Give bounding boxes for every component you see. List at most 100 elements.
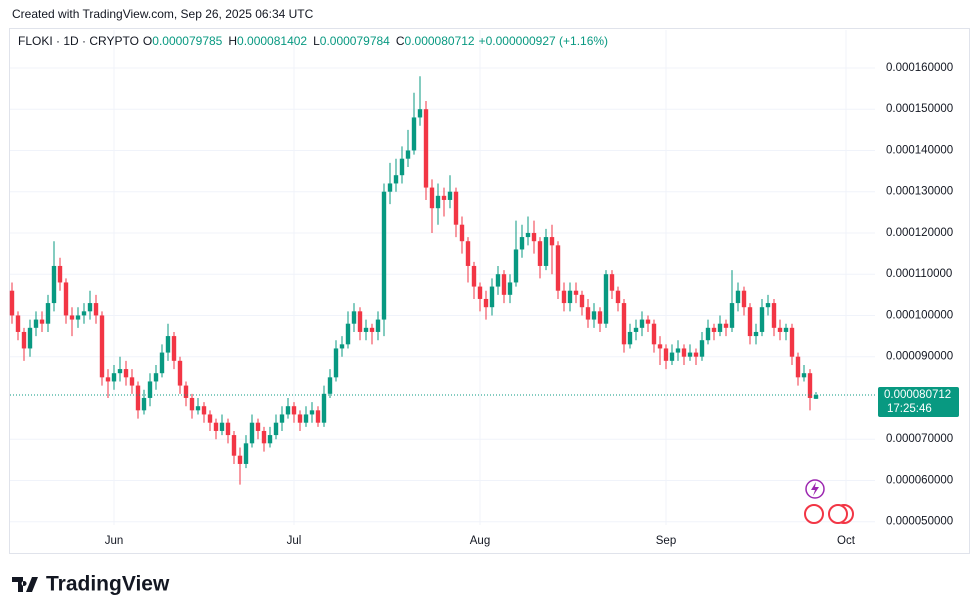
candle-body [645, 319, 651, 324]
candle-body [33, 319, 39, 328]
candle-body [507, 282, 513, 295]
y-tick-label: 0.000100000 [886, 309, 953, 321]
candle-body [423, 109, 429, 188]
y-tick-label: 0.000070000 [886, 433, 953, 445]
legend-value: 0.000079784 [320, 34, 390, 48]
candle-body [591, 311, 597, 320]
candle-body [315, 410, 321, 423]
candle-body [363, 327, 369, 332]
candle-body [51, 265, 57, 304]
credit: Created with TradingView.com, Sep 26, 20… [12, 7, 314, 21]
candle-body [231, 435, 237, 456]
candle-body [225, 422, 231, 436]
candle-body [741, 290, 747, 308]
candle-body [465, 241, 471, 266]
candle-body [291, 406, 297, 415]
candle-body [699, 340, 705, 357]
candle-body [513, 249, 519, 283]
candle-body [477, 286, 483, 299]
candle-body [531, 232, 537, 242]
candle-body [129, 377, 135, 386]
candle-body [681, 348, 687, 357]
candle-body [429, 187, 435, 209]
candle-body [297, 414, 303, 423]
candle-body [705, 327, 711, 341]
candle-body [201, 406, 207, 415]
candle-body [753, 331, 759, 337]
logo: TradingView [12, 573, 170, 596]
candle-body [777, 327, 783, 332]
candle-body [789, 327, 795, 357]
candle-body [747, 307, 753, 337]
candle-body [333, 348, 339, 378]
candle-body [471, 265, 477, 287]
candles [9, 76, 819, 485]
candle-body [585, 307, 591, 320]
candle-body [759, 307, 765, 332]
event-icon [811, 482, 819, 496]
y-tick-label: 0.000090000 [886, 351, 953, 363]
candle-body [813, 395, 819, 399]
flag-icon [828, 504, 848, 524]
candle-body [39, 319, 45, 324]
candle-body [351, 311, 357, 324]
candle-body [525, 232, 531, 238]
candle-body [399, 158, 405, 176]
candle-body [105, 377, 111, 382]
candle-body [219, 422, 225, 431]
y-tick-label: 0.000150000 [886, 103, 953, 115]
candle-body [213, 422, 219, 431]
grid [10, 30, 875, 525]
legend-key: L [313, 34, 320, 48]
countdown: 17:25:46 [887, 403, 932, 415]
candle-body [495, 274, 501, 287]
candle-body [723, 323, 729, 328]
candle-body [657, 344, 663, 349]
candle-body [207, 414, 213, 423]
legend-key: H [228, 34, 237, 48]
candle-body [519, 237, 525, 250]
candle-body [111, 373, 117, 382]
brand: TradingView [46, 573, 170, 596]
candle-body [537, 241, 543, 266]
frame [9, 28, 970, 554]
x-tick-label: Jul [287, 535, 302, 547]
candle-body [387, 183, 393, 192]
candle-body [693, 352, 699, 357]
candle-body [735, 290, 741, 304]
price-box [878, 387, 959, 418]
candle-body [543, 237, 549, 266]
price-label: 0.000080712 [884, 389, 951, 401]
candle-body [717, 323, 723, 332]
candle-body [669, 352, 675, 361]
candle-body [435, 195, 441, 209]
candle-body [663, 348, 669, 361]
candle-body [441, 195, 447, 200]
candle-body [243, 443, 249, 464]
candle-body [771, 303, 777, 328]
candle-body [459, 224, 465, 242]
candle-body [627, 331, 633, 345]
candle-body [273, 422, 279, 436]
candle-body [123, 369, 129, 378]
candle-body [195, 406, 201, 411]
legend-value: 0.000081402 [237, 34, 307, 48]
candle-body [639, 319, 645, 328]
x-tick-label: Aug [470, 535, 490, 547]
candle-body [27, 327, 33, 349]
candle-body [9, 290, 15, 316]
candle-body [447, 191, 453, 200]
candle-body [75, 315, 81, 320]
y-tick-label: 0.000130000 [886, 186, 953, 198]
candle-body [165, 336, 171, 353]
candle-body [171, 336, 177, 361]
candle-body [249, 422, 255, 444]
candle-body [795, 356, 801, 378]
candle-body [69, 315, 75, 320]
candle-body [489, 286, 495, 308]
candle-body [327, 377, 333, 394]
candle-body [393, 175, 399, 184]
candle-body [183, 385, 189, 398]
candle-body [549, 237, 555, 246]
